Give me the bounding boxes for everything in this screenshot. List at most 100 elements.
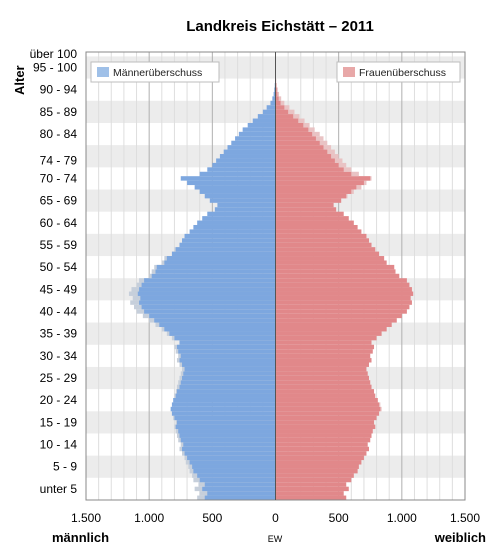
female-bar <box>275 473 354 478</box>
female-bar <box>275 437 371 443</box>
age-group-label: 35 - 39 <box>40 327 78 341</box>
female-bar-core <box>275 114 294 119</box>
female-bar <box>275 366 367 372</box>
female-bar <box>275 295 411 301</box>
legend-swatch <box>343 67 355 77</box>
age-group-labels: unter 5 5 - 9 10 - 14 15 - 19 20 - 24 25 - 29… <box>30 47 78 496</box>
female-bar <box>275 433 372 438</box>
male-bar-core <box>187 455 276 461</box>
female-bar-core <box>275 122 304 128</box>
female-bar-core <box>275 402 380 407</box>
male-bar-core <box>144 309 276 314</box>
male-bar <box>209 198 276 203</box>
male-bar <box>193 224 276 230</box>
plot-frame <box>85 51 466 501</box>
female-bar <box>275 331 382 336</box>
male-bar <box>217 202 276 208</box>
age-group-label: 30 - 34 <box>40 349 78 363</box>
male-bar <box>194 185 276 190</box>
female-bar-core <box>275 154 332 159</box>
female-bar-core <box>275 96 279 101</box>
male-bar-core <box>192 464 276 469</box>
female-bar <box>275 304 410 310</box>
female-bar <box>275 371 368 376</box>
male-bar-core <box>202 486 276 492</box>
female-bar <box>275 216 349 221</box>
male-bar <box>189 229 276 234</box>
female-bar <box>275 300 412 305</box>
x-tick-label: 500 <box>202 511 222 525</box>
age-group-label: 50 - 54 <box>40 260 78 274</box>
male-bar <box>266 105 276 110</box>
male-bar <box>170 406 276 412</box>
female-bar <box>275 256 385 261</box>
female-bar-core <box>275 193 347 199</box>
male-bar <box>199 171 276 177</box>
female-bar <box>275 349 373 354</box>
female-bar-core <box>275 149 328 155</box>
female-bar <box>275 411 380 416</box>
male-bar-core <box>197 473 276 478</box>
male-bar <box>214 207 276 212</box>
male-bar-core <box>176 344 276 350</box>
male-bar-core <box>169 331 276 336</box>
female-bar <box>275 442 368 447</box>
male-bar <box>171 402 276 407</box>
female-bar <box>275 313 402 319</box>
chart-title: Landkreis Eichstätt – 2011 <box>186 18 374 35</box>
male-bar-core <box>179 433 276 438</box>
male-bar <box>182 238 276 243</box>
male-bar-core <box>174 335 276 341</box>
female-bar <box>275 273 400 279</box>
age-group-label: 55 - 59 <box>40 238 78 252</box>
male-bar <box>171 411 276 416</box>
male-bar-core <box>204 482 276 487</box>
female-bar <box>275 251 380 257</box>
male-bar-core <box>178 349 276 354</box>
male-bar-core <box>155 269 276 274</box>
male-bar <box>262 109 276 115</box>
female-bar-core <box>275 140 320 146</box>
female-bar <box>275 393 376 398</box>
x-tick-label: 1.500 <box>450 511 480 525</box>
female-bar <box>275 358 372 363</box>
female-bar <box>275 420 375 425</box>
male-bar <box>219 154 276 159</box>
male-bar <box>242 127 276 132</box>
female-bar-core <box>275 167 344 172</box>
male-bar-core <box>182 446 276 452</box>
male-bar-core <box>154 318 276 323</box>
male-bar-core <box>179 358 276 363</box>
female-bar <box>275 340 372 345</box>
x-tick-label: 500 <box>329 511 349 525</box>
female-bar <box>275 486 349 492</box>
male-bar-core <box>159 322 276 328</box>
female-bar <box>275 269 396 274</box>
male-bar-core <box>193 468 276 474</box>
female-bar-core <box>275 180 364 186</box>
female-bar <box>275 211 344 217</box>
female-bar <box>275 335 377 341</box>
female-bar <box>275 460 362 465</box>
legend: Männerüberschuss Frauenüberschuss <box>90 61 461 83</box>
female-bar <box>275 477 352 483</box>
age-group-label: unter 5 <box>40 482 78 496</box>
female-bar <box>275 429 373 434</box>
male-bar <box>223 149 276 155</box>
x-tick-labels: 1.500 1.000 500 0 500 1.000 1.500 <box>71 511 480 525</box>
female-bar <box>275 468 358 474</box>
male-bar <box>272 96 276 101</box>
male-bar <box>216 158 276 163</box>
female-bar <box>275 229 362 234</box>
female-bar-core <box>275 118 299 123</box>
legend-box <box>336 61 461 83</box>
male-bar <box>202 216 276 221</box>
female-bar-core <box>275 406 381 412</box>
male-bar-core <box>141 282 276 288</box>
male-bar <box>179 340 276 345</box>
male-bar-core <box>180 380 276 385</box>
y-axis-title: Alter <box>12 65 27 95</box>
female-bar-core <box>275 127 309 132</box>
female-bar-core <box>275 162 339 168</box>
